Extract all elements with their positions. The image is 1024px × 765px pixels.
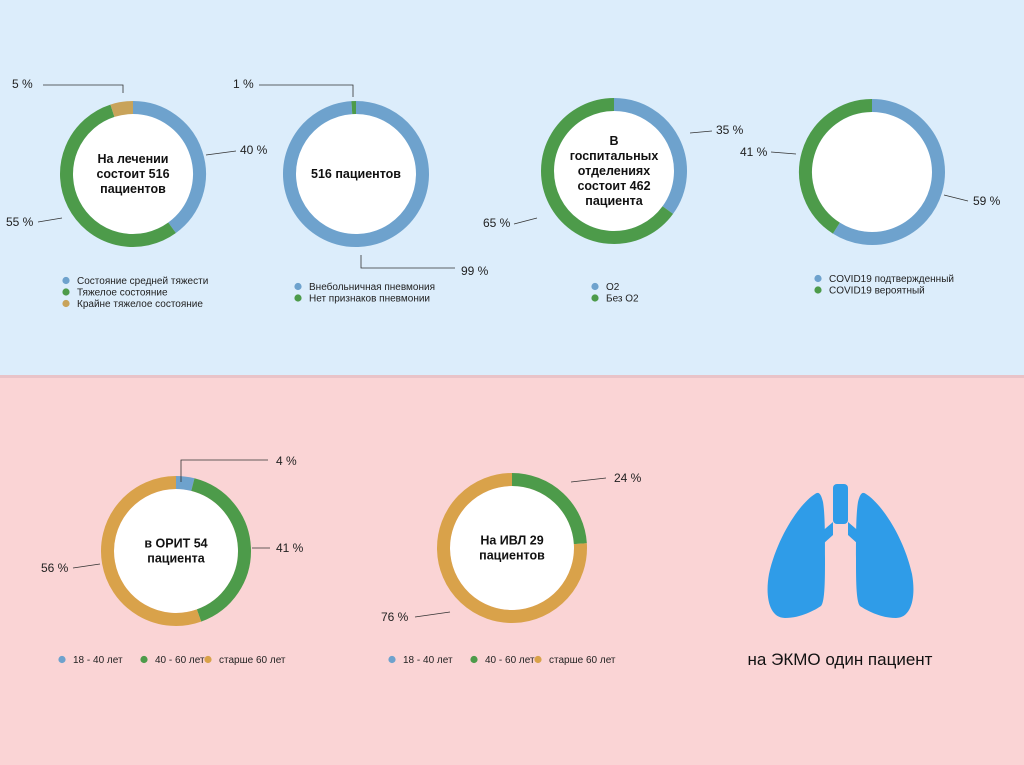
legend-item: Без O2 <box>606 294 639 305</box>
donut-hole <box>296 114 416 234</box>
slice-label: 24 % <box>614 471 642 485</box>
donut-slice <box>175 476 195 491</box>
center-label: состоит 516 <box>96 167 169 181</box>
legend-swatch <box>814 286 822 294</box>
slice-label: 99 % <box>461 264 489 278</box>
legend-swatch <box>534 655 542 664</box>
legend-item: старше 60 лет <box>549 655 616 666</box>
slice-label: 35 % <box>716 123 744 137</box>
legend-item: старше 60 лет <box>219 655 286 666</box>
donut-hole <box>554 111 674 231</box>
slice-label: 1 % <box>233 77 254 91</box>
center-label: пациента <box>585 194 643 208</box>
donut-slice <box>60 104 176 247</box>
slice-label: 5 % <box>12 77 33 91</box>
center-label: В <box>609 134 618 148</box>
leader-line <box>414 611 451 618</box>
leader-line <box>943 194 969 202</box>
legend-swatch <box>388 655 396 664</box>
slice-label: 4 % <box>276 454 297 468</box>
donut-slice <box>541 98 674 244</box>
slice-label: 76 % <box>381 610 409 624</box>
leader-line <box>180 459 268 482</box>
legend-swatch <box>62 299 70 308</box>
legend-swatch <box>294 282 302 291</box>
donut-slice <box>101 476 202 626</box>
legend-item: Тяжелое состояние <box>77 288 168 299</box>
legend-item: COVID19 подтвержденный <box>829 274 954 285</box>
center-label: пациента <box>147 552 205 566</box>
donut-hole <box>73 114 193 234</box>
leader-line <box>43 84 124 93</box>
center-label: 516 пациентов <box>311 167 401 181</box>
legend-swatch <box>62 288 70 296</box>
legend-item: Состояние средней тяжести <box>77 276 208 287</box>
donut-hole <box>450 486 574 610</box>
legend-item: 40 - 60 лет <box>485 655 535 666</box>
ekmo-caption: на ЭКМО один пациент <box>747 650 933 669</box>
donut-slice <box>799 99 873 234</box>
legend-item: O2 <box>606 282 620 293</box>
legend-swatch <box>204 655 212 664</box>
legend-swatch <box>591 282 599 291</box>
leader-line <box>72 563 101 569</box>
slice-label: 41 % <box>276 541 304 555</box>
donut-slice <box>191 478 251 622</box>
legend-swatch <box>62 276 70 285</box>
slice-label: 65 % <box>483 216 511 230</box>
donut-hole <box>812 112 932 232</box>
leader-line <box>513 217 538 225</box>
center-label: отделениях <box>578 164 650 178</box>
slice-label: 40 % <box>240 143 268 157</box>
legend-item: Крайне тяжелое состояние <box>77 299 203 310</box>
center-label: На лечении <box>98 152 169 166</box>
lungs-icon <box>767 484 914 618</box>
leader-line <box>689 130 713 134</box>
legend-item: COVID19 вероятный <box>829 286 925 297</box>
center-label: госпитальных <box>570 149 659 163</box>
legend-swatch <box>470 655 478 664</box>
legend-item: 40 - 60 лет <box>155 655 205 666</box>
legend-item: 18 - 40 лет <box>403 655 453 666</box>
donut-slice <box>832 99 945 245</box>
legend-swatch <box>294 294 302 302</box>
legend-item: Внебольничная пневмония <box>309 281 435 293</box>
slice-label: 41 % <box>740 145 768 159</box>
donut-chart-2: 99 % 1 % 516 пациентов Внебольничная пневмо… <box>233 77 489 305</box>
leader-line <box>259 84 354 97</box>
donut-hole <box>114 489 238 613</box>
slice-label: 59 % <box>973 194 1001 208</box>
center-label: в ОРИТ 54 <box>144 537 207 551</box>
donut-slice <box>283 101 429 247</box>
center-label: пациентов <box>479 549 545 563</box>
center-label: пациентов <box>100 182 166 196</box>
leader-line <box>37 217 63 223</box>
leader-line <box>360 255 455 269</box>
slice-label: 56 % <box>41 561 69 575</box>
donut-slice <box>110 101 134 118</box>
leader-line <box>570 477 607 483</box>
legend-swatch <box>58 655 66 664</box>
donut-slice <box>511 473 587 545</box>
leader-line <box>205 150 237 156</box>
legend-swatch <box>591 294 599 302</box>
legend-swatch <box>814 274 822 283</box>
donut-slice <box>132 101 206 234</box>
slice-label: 55 % <box>6 215 34 229</box>
legend-item: Нет признаков пневмонии <box>309 294 430 305</box>
center-label: состоит 462 <box>577 179 650 193</box>
donut-slice <box>613 98 687 214</box>
donut-slice <box>437 473 587 623</box>
legend-item: 18 - 40 лет <box>73 655 123 666</box>
center-label: На ИВЛ 29 <box>480 534 543 548</box>
leader-line <box>770 151 797 155</box>
legend-swatch <box>140 655 148 664</box>
